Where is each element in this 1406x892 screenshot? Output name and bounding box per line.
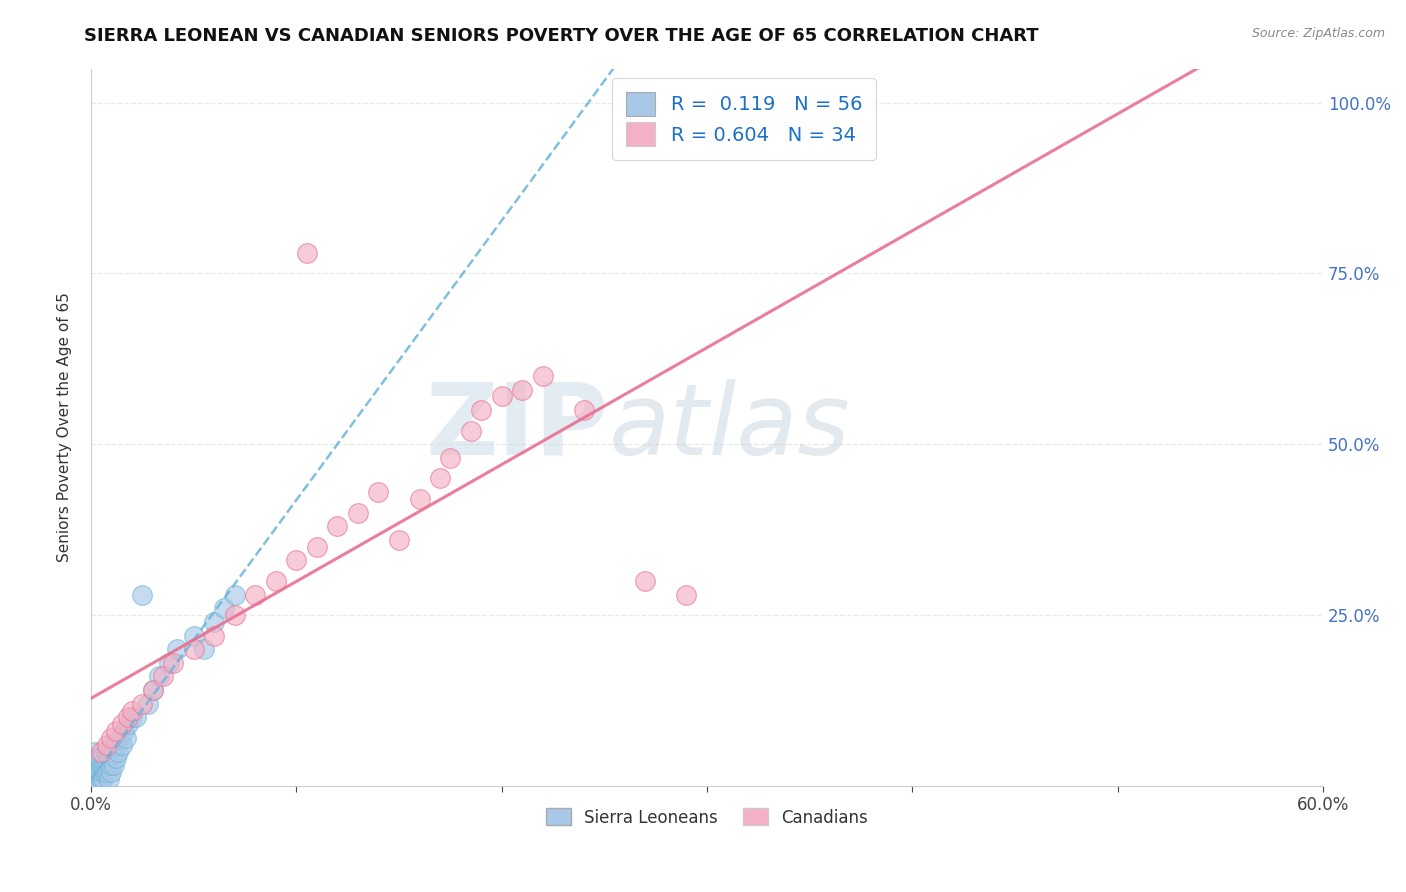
Point [104,724,127,739]
Point [100,731,122,745]
Point [121,710,143,724]
Point [125,710,148,724]
Point [491,389,513,403]
Point [245,587,267,601]
Point [388,533,411,547]
Point [84,745,107,759]
Point [141,683,163,698]
Point [634,574,657,588]
Point [100,738,122,752]
Point [94,751,117,765]
Point [91,765,114,780]
Point [103,758,125,772]
Point [347,506,370,520]
Point [115,731,138,745]
Point [100,765,122,780]
Point [202,628,225,642]
Text: ZIP: ZIP [426,378,609,475]
Point [141,683,163,698]
Point [264,574,287,588]
Point [104,738,127,752]
Point [152,669,174,683]
Point [104,751,127,765]
Point [98,772,121,786]
Point [439,450,461,465]
Point [193,642,215,657]
Point [96,745,118,759]
Point [89,751,111,765]
Point [84,772,107,786]
Point [89,765,111,780]
Point [295,246,318,260]
Point [305,540,328,554]
Point [84,751,107,765]
Point [94,765,117,780]
Point [90,745,112,759]
Point [131,697,153,711]
Point [367,485,389,500]
Point [94,758,117,772]
Point [82,758,104,772]
Point [224,607,246,622]
Point [202,615,225,629]
Point [96,758,118,772]
Point [90,765,112,780]
Point [96,765,118,780]
Point [326,519,349,533]
Point [103,745,125,759]
Point [90,772,112,786]
Point [117,710,139,724]
Point [460,424,482,438]
Point [162,656,184,670]
Point [111,738,134,752]
Point [510,383,533,397]
Point [117,717,139,731]
Point [98,751,121,765]
Text: atlas: atlas [609,378,851,475]
Point [100,758,122,772]
Point [121,704,143,718]
Point [91,772,114,786]
Point [108,731,131,745]
Point [675,587,697,601]
Point [112,724,135,739]
Point [90,758,112,772]
Point [131,587,153,601]
Text: Source: ZipAtlas.com: Source: ZipAtlas.com [1251,27,1385,40]
Point [470,403,492,417]
Point [224,587,246,601]
Point [107,745,129,759]
Point [138,697,160,711]
Point [157,656,180,670]
Y-axis label: Seniors Poverty Over the Age of 65: Seniors Poverty Over the Age of 65 [58,293,72,562]
Point [86,772,108,786]
Point [84,765,107,780]
Point [86,772,108,786]
Point [166,642,188,657]
Point [111,717,134,731]
Point [89,758,111,772]
Point [90,751,112,765]
Point [429,471,451,485]
Text: SIERRA LEONEAN VS CANADIAN SENIORS POVERTY OVER THE AGE OF 65 CORRELATION CHART: SIERRA LEONEAN VS CANADIAN SENIORS POVER… [84,27,1039,45]
Point [86,751,108,765]
Point [86,765,108,780]
Point [408,491,430,506]
Point [183,628,205,642]
Point [96,738,118,752]
Point [214,601,236,615]
Point [91,758,114,772]
Point [89,765,111,780]
Point [148,669,170,683]
Legend: Sierra Leoneans, Canadians: Sierra Leoneans, Canadians [537,800,876,835]
Point [572,403,595,417]
Point [285,553,308,567]
Point [86,758,108,772]
Point [531,368,554,383]
Point [183,642,205,657]
Point [82,765,104,780]
